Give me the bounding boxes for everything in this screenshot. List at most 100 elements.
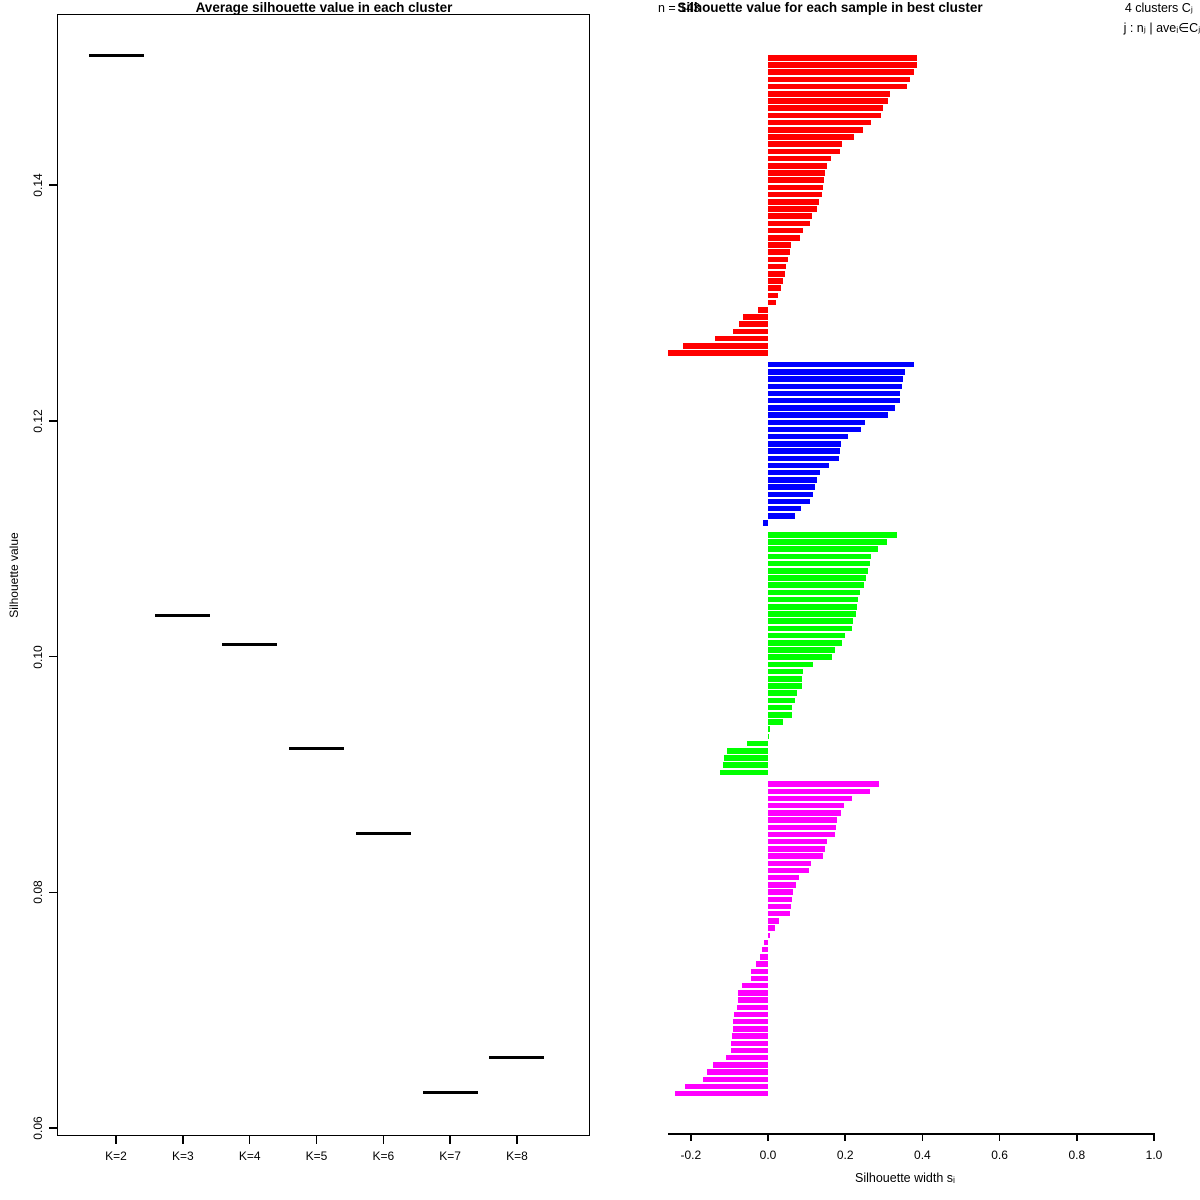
silhouette-bar-cluster-4	[768, 795, 852, 802]
silhouette-bar-cluster-4	[768, 781, 879, 787]
silhouette-bar-cluster-1	[768, 299, 776, 306]
left-x-tick	[449, 1136, 451, 1144]
silhouette-bar-cluster-2	[768, 462, 829, 469]
silhouette-bar-cluster-4	[759, 954, 768, 960]
silhouette-bar-cluster-4	[768, 882, 796, 888]
cluster-count-annotation: 4 clusters Cⱼ	[1124, 1, 1193, 15]
silhouette-bar-cluster-1	[768, 105, 884, 111]
left-y-tick-label: 0.06	[31, 1116, 45, 1140]
silhouette-bar-cluster-1	[768, 141, 842, 147]
silhouette-bar-cluster-2	[768, 405, 895, 411]
silhouette-bar-cluster-2	[768, 448, 840, 454]
silhouette-bar-cluster-1	[768, 91, 890, 97]
silhouette-bar-cluster-3	[768, 676, 803, 682]
silhouette-bar-cluster-1	[768, 148, 840, 155]
left-x-tick-label: K=4	[238, 1149, 261, 1163]
left-x-tick	[516, 1136, 518, 1144]
silhouette-bar-cluster-4	[675, 1090, 768, 1097]
silhouette-bar-cluster-1	[768, 69, 915, 75]
silhouette-bar-cluster-1	[768, 263, 786, 270]
silhouette-bar-cluster-1	[768, 235, 800, 241]
right-x-tick-label: 0.8	[1068, 1148, 1086, 1162]
silhouette-bar-cluster-1	[768, 227, 803, 234]
right-x-tick	[1153, 1133, 1155, 1141]
silhouette-bar-cluster-4	[768, 802, 844, 809]
silhouette-bar-cluster-1	[667, 350, 768, 356]
silhouette-bar-cluster-3	[768, 575, 867, 581]
right-x-axis-label: Silhouette width sᵢ	[855, 1171, 955, 1185]
silhouette-bar-cluster-3	[768, 640, 842, 646]
silhouette-bar-cluster-2	[768, 390, 901, 397]
right-x-tick	[1076, 1133, 1078, 1141]
silhouette-bar-cluster-4	[768, 788, 870, 795]
silhouette-bar-cluster-3	[747, 740, 768, 747]
silhouette-bar-cluster-4	[768, 874, 800, 881]
left-x-tick	[382, 1136, 385, 1144]
left-y-tick-label: 0.08	[31, 880, 45, 904]
silhouette-bar-cluster-3	[768, 589, 860, 596]
silhouette-bar-cluster-3	[768, 546, 878, 552]
left-y-tick	[49, 1127, 57, 1129]
silhouette-bar-cluster-2	[768, 426, 862, 433]
silhouette-bar-cluster-3	[768, 719, 784, 725]
right-panel-title: Silhouette value for each sample in best…	[677, 0, 983, 15]
silhouette-bar-cluster-1	[739, 321, 768, 327]
silhouette-bar-cluster-4	[768, 867, 809, 874]
silhouette-bar-cluster-2	[768, 412, 889, 418]
silhouette-bar-cluster-3	[768, 647, 835, 653]
silhouette-bar-cluster-3	[768, 712, 792, 718]
silhouette-bar-cluster-1	[768, 292, 778, 299]
silhouette-bar-cluster-2	[768, 505, 801, 512]
silhouette-bar-cluster-1	[757, 307, 768, 313]
silhouette-bar-cluster-1	[683, 343, 768, 349]
silhouette-bar-cluster-4	[768, 932, 771, 939]
silhouette-bar-cluster-2	[768, 441, 841, 447]
left-x-tick-label: K=8	[506, 1149, 528, 1163]
left-x-tick	[315, 1136, 318, 1144]
silhouette-bar-cluster-3	[768, 733, 769, 740]
avg-silhouette-segment	[155, 613, 211, 617]
silhouette-bar-cluster-4	[738, 997, 768, 1003]
silhouette-bar-cluster-3	[768, 697, 795, 704]
silhouette-bar-cluster-1	[768, 271, 785, 277]
silhouette-bar-cluster-2	[768, 491, 814, 498]
silhouette-bar-cluster-4	[738, 990, 768, 996]
silhouette-bar-cluster-3	[720, 769, 768, 776]
silhouette-bar-cluster-1	[768, 242, 791, 248]
silhouette-bar-cluster-1	[768, 155, 831, 162]
silhouette-bar-cluster-2	[768, 484, 816, 490]
left-y-tick	[49, 891, 57, 893]
silhouette-bar-cluster-3	[723, 762, 768, 768]
silhouette-bar-cluster-1	[768, 213, 812, 219]
left-x-tick-label: K=2	[105, 1149, 127, 1163]
avg-silhouette-segment	[222, 643, 278, 647]
silhouette-bar-cluster-1	[768, 163, 827, 169]
silhouette-bar-cluster-3	[768, 560, 870, 567]
silhouette-bar-cluster-1	[768, 134, 855, 140]
silhouette-bar-cluster-2	[768, 361, 915, 368]
silhouette-bar-cluster-3	[724, 755, 768, 761]
silhouette-bar-cluster-3	[768, 683, 802, 689]
silhouette-bar-cluster-2	[768, 376, 903, 382]
silhouette-bar-cluster-4	[703, 1076, 768, 1083]
silhouette-bar-cluster-4	[768, 846, 825, 852]
left-y-tick	[49, 420, 57, 422]
silhouette-bar-cluster-4	[768, 838, 827, 845]
silhouette-bar-cluster-3	[727, 748, 768, 754]
silhouette-bar-cluster-4	[731, 1047, 768, 1054]
silhouette-bar-cluster-4	[713, 1062, 768, 1068]
left-x-tick	[115, 1136, 117, 1144]
avg-silhouette-segment	[288, 746, 344, 751]
silhouette-bar-cluster-4	[742, 982, 768, 989]
avg-silhouette-segment	[422, 1091, 478, 1095]
silhouette-bar-cluster-1	[768, 256, 788, 263]
silhouette-bar-cluster-1	[715, 335, 768, 342]
silhouette-bar-cluster-4	[756, 961, 768, 967]
silhouette-bar-cluster-2	[768, 469, 820, 476]
silhouette-bar-cluster-3	[768, 668, 803, 675]
silhouette-bar-cluster-4	[768, 910, 790, 917]
silhouette-bar-cluster-1	[768, 206, 817, 212]
silhouette-bar-cluster-2	[768, 419, 865, 426]
silhouette-bar-cluster-1	[768, 62, 917, 68]
left-x-tick-label: K=3	[171, 1149, 194, 1163]
